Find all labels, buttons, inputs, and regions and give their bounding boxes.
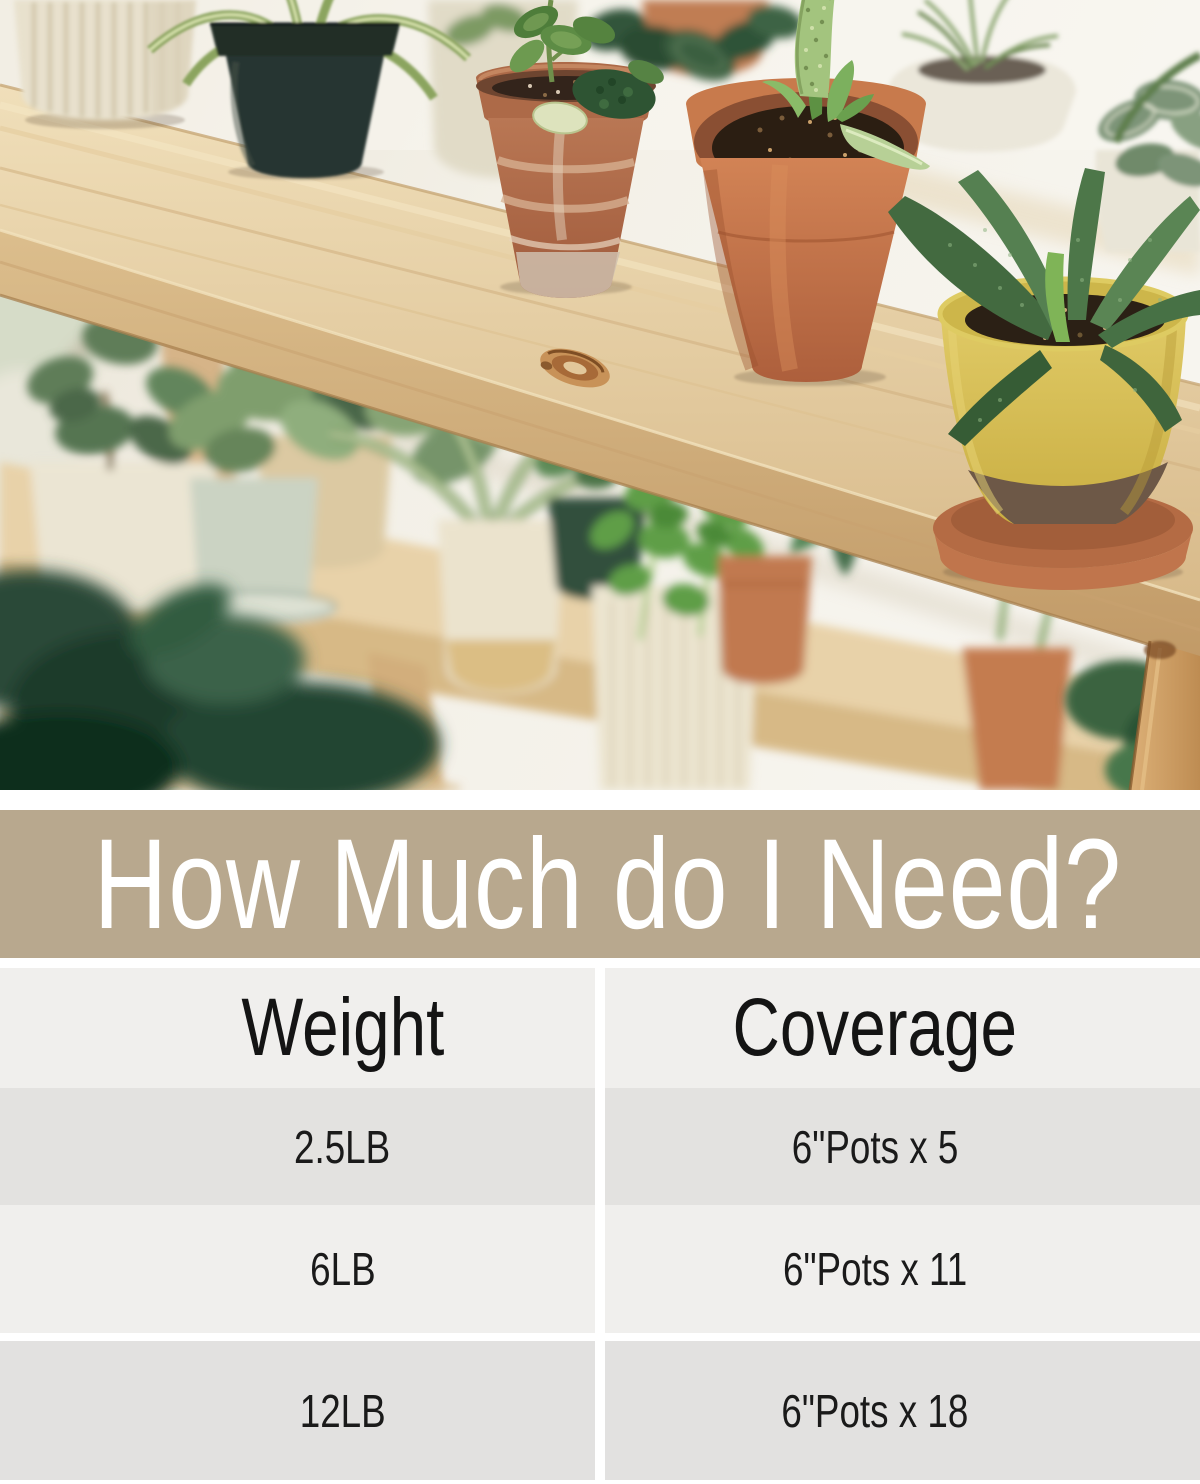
terracotta-pot-sprout [686, 0, 930, 382]
fluted-cream-pot [14, 0, 196, 120]
yellow-pot-plant [888, 168, 1200, 590]
shelf-post [1128, 640, 1200, 790]
coverage-cell: 6"Pots x 5 [605, 1088, 1200, 1205]
weight-cell: 6LB [0, 1205, 595, 1333]
plant-shelf-photo [0, 0, 1200, 790]
weight-cell: 12LB [0, 1341, 595, 1480]
table-row: 12LB 6"Pots x 18 [0, 1341, 1200, 1480]
column-divider [595, 1205, 605, 1333]
row-divider [0, 1333, 1200, 1341]
black-pot-spider-plant [147, 0, 472, 178]
column-header-coverage: Coverage [605, 968, 1200, 1088]
plant-shelf-illustration [0, 0, 1200, 790]
weight-cell: 2.5LB [0, 1088, 595, 1205]
column-divider [595, 1088, 605, 1205]
table-row: 2.5LB 6"Pots x 5 [0, 1088, 1200, 1205]
banner: How Much do I Need? [0, 810, 1200, 958]
column-divider [595, 968, 605, 1088]
airplant-pot [888, 0, 1076, 152]
coverage-cell: 6"Pots x 18 [605, 1341, 1200, 1480]
table-header-row: Weight Coverage [0, 968, 1200, 1088]
wood-knot [540, 348, 610, 388]
column-header-weight: Weight [0, 968, 595, 1088]
weathered-terracotta-pot [476, 0, 664, 298]
sizing-table: Weight Coverage 2.5LB 6"Pots x 5 6LB 6"P… [0, 968, 1200, 1480]
banner-title: How Much do I Need? [93, 812, 1123, 956]
column-divider [595, 1341, 605, 1480]
bottom-left-foliage [0, 570, 440, 790]
table-row: 6LB 6"Pots x 11 [0, 1205, 1200, 1333]
coverage-cell: 6"Pots x 11 [605, 1205, 1200, 1333]
upper-shelf-pots [428, 0, 1200, 276]
